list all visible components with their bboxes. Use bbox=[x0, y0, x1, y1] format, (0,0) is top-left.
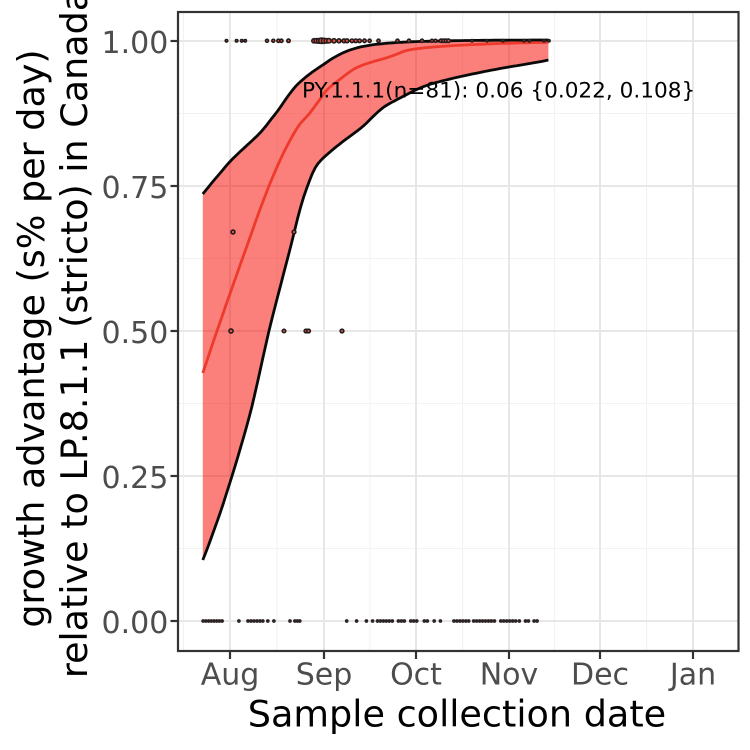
svg-text:1.00: 1.00 bbox=[102, 26, 169, 61]
svg-text:Sample collection date: Sample collection date bbox=[248, 693, 666, 736]
svg-text:Nov: Nov bbox=[480, 658, 539, 693]
svg-text:growth advantage (s% per day): growth advantage (s% per day) bbox=[10, 49, 53, 627]
svg-text:0.75: 0.75 bbox=[102, 171, 169, 206]
svg-text:relative to LP.8.1.1 (stricto): relative to LP.8.1.1 (stricto) in Canada bbox=[53, 0, 96, 678]
svg-text:Oct: Oct bbox=[390, 658, 442, 693]
svg-text:Dec: Dec bbox=[571, 658, 629, 693]
svg-text:0.50: 0.50 bbox=[102, 316, 169, 351]
svg-text:Sep: Sep bbox=[296, 658, 353, 693]
svg-text:0.00: 0.00 bbox=[102, 606, 169, 641]
svg-text:Jan: Jan bbox=[668, 658, 716, 693]
svg-text:PY.1.1.1(n=81): 0.06 {0.022, 0: PY.1.1.1(n=81): 0.06 {0.022, 0.108} bbox=[302, 79, 695, 104]
svg-text:Aug: Aug bbox=[201, 658, 260, 693]
svg-text:0.25: 0.25 bbox=[102, 461, 169, 496]
